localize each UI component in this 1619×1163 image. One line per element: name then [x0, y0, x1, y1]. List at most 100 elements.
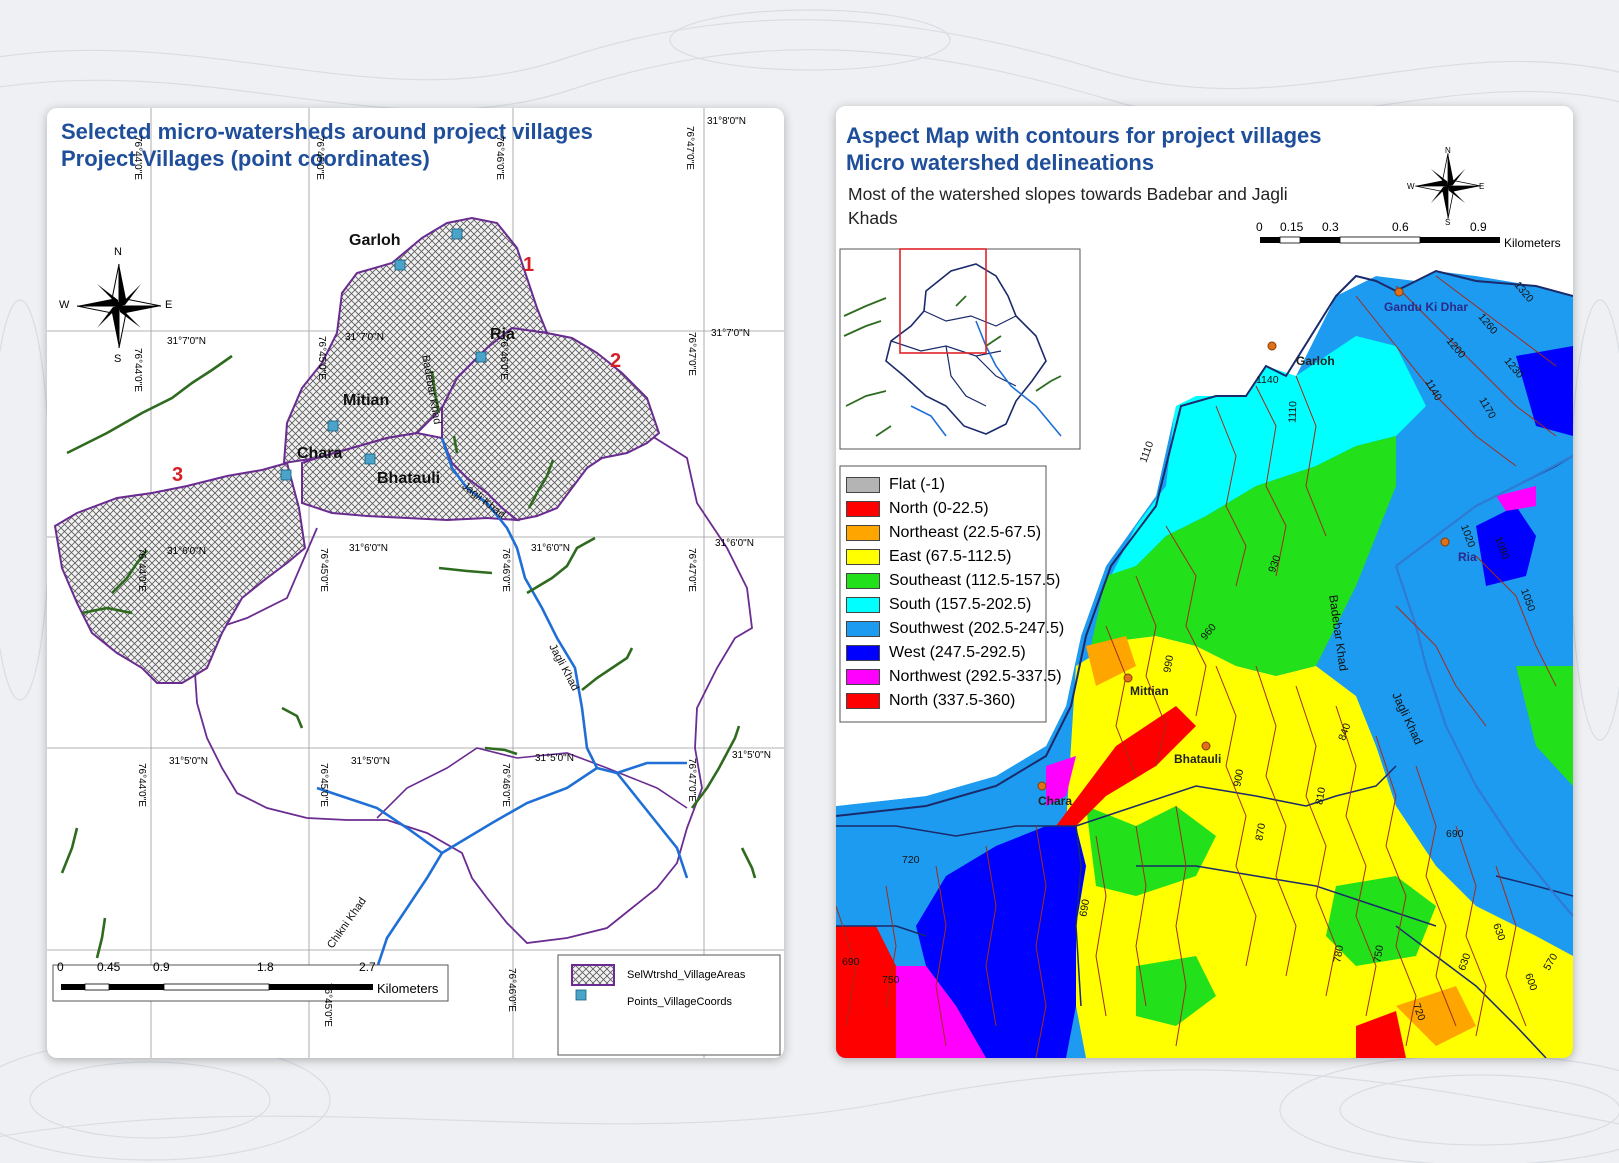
watershed-2-area [441, 326, 661, 522]
coord-label: 31°7'0"N [345, 332, 384, 343]
legend-swatch [846, 621, 880, 637]
compass-east-label: E [165, 299, 173, 311]
coord-label: 76°44'0"E [132, 348, 143, 392]
scale-unit: Kilometers [377, 981, 439, 996]
watershed-bhatauli-area [301, 431, 521, 522]
legend-points-label: Points_VillageCoords [627, 996, 732, 1008]
village-label-bhatauli: Bhatauli [377, 470, 441, 487]
legend-swatch [846, 501, 880, 517]
coord-label: 76°46'0"E [500, 548, 511, 592]
legend-swatch [846, 573, 880, 589]
scale-tick: 0.9 [1470, 220, 1487, 234]
scale-tick: 0 [1256, 220, 1263, 234]
coord-label: 31°5'0"N [351, 756, 390, 767]
watershed-map-panel: Selected micro-watersheds around project… [47, 108, 784, 1058]
aspect-map-panel: Aspect Map with contours for project vil… [836, 106, 1573, 1058]
compass-west-label: W [59, 299, 70, 311]
coord-label: 76°47'0"E [684, 126, 695, 170]
contour-lines [836, 275, 1557, 1058]
legend-swatch [846, 693, 880, 709]
coord-label: 76°47'0"E [686, 548, 697, 592]
scale-tick: 0.9 [153, 960, 170, 974]
legend-areas-label: SelWtrshd_VillageAreas [627, 969, 746, 981]
coord-label: 31°6'0"N [715, 538, 754, 549]
legend-label: Northeast (22.5-67.5) [889, 524, 1042, 541]
coord-label: 31°6'0"N [349, 543, 388, 554]
aspect-map-note: Most of the watershed slopes towards Bad… [848, 184, 1288, 228]
village-label-ria: Ria [490, 326, 515, 343]
scale-tick: 0.6 [1392, 220, 1409, 234]
village-label-chara: Chara [297, 445, 343, 462]
watershed-boundary-outer [194, 432, 753, 944]
compass-south-label: S [114, 353, 122, 365]
legend-row-flat: Flat (-1) [846, 476, 945, 494]
scale-tick: 0.3 [1322, 220, 1339, 234]
legend-row-northwest: Northwest (292.5-337.5) [846, 668, 1062, 686]
village-label-mittian: Mittian [1130, 684, 1169, 698]
village-label-chara: Chara [1038, 794, 1073, 808]
watershed-number-2: 2 [610, 350, 622, 372]
watershed-3-area [53, 461, 307, 684]
coord-label: 31°5'0"N [535, 753, 574, 764]
north-arrow [76, 263, 162, 349]
legend-swatch [846, 549, 880, 565]
compass-east-label: E [1479, 182, 1485, 191]
scale-unit: Kilometers [1504, 236, 1561, 250]
coord-label: 31°5'0"N [732, 750, 771, 761]
aspect-scale-bar [1260, 236, 1500, 244]
village-label-garloh: Garloh [349, 232, 401, 249]
legend-row-south: South (157.5-202.5) [846, 596, 1031, 614]
village-label-gandu-ki-dhar: Gandu Ki Dhar [1384, 300, 1469, 314]
coord-label: 76°44'0"E [132, 136, 143, 180]
legend-row-east: East (67.5-112.5) [846, 548, 1011, 566]
legend-label: South (157.5-202.5) [889, 596, 1032, 613]
legend-swatch [846, 597, 880, 613]
coord-label: 76°44'0"E [136, 763, 147, 807]
coord-label: 76°45'0"E [318, 763, 329, 807]
coord-label: 76°46'0"E [494, 136, 505, 180]
aspect-streams [1394, 455, 1573, 917]
coord-label: 76°45'0"E [318, 548, 329, 592]
legend-swatch [846, 669, 880, 685]
map-subtitle: Project Villages (point coordinates) [61, 146, 430, 171]
legend-area-swatch [571, 964, 615, 986]
compass-north-label: N [1445, 146, 1451, 155]
coord-label: 31°6'0"N [167, 546, 206, 557]
coord-label: 31°7'0"N [711, 328, 750, 339]
village-label-mitian: Mitian [343, 392, 390, 409]
coord-label: 31°7'0"N [167, 336, 206, 347]
legend-swatch [846, 645, 880, 661]
compass-west-label: W [1407, 182, 1415, 191]
coord-label: 76°45'0"E [322, 983, 333, 1027]
scale-tick: 0 [57, 960, 64, 974]
aspect-map-title: Aspect Map with contours for project vil… [846, 123, 1322, 148]
watershed-inner-boundary [376, 747, 688, 819]
legend-row-north: North (0-22.5) [846, 500, 989, 518]
scale-bar-frame [52, 964, 449, 1002]
watershed-map-canvas [47, 108, 784, 1058]
legend-swatch [846, 525, 880, 541]
legend-label: Northwest (292.5-337.5) [889, 668, 1062, 685]
contour-label: 720 [902, 854, 920, 866]
coord-label: 31°6'0"N [531, 543, 570, 554]
aspect-map-canvas [836, 106, 1573, 1058]
legend-row-west: West (247.5-292.5) [846, 644, 1026, 662]
contour-label: 1110 [1286, 400, 1300, 424]
aspect-north-arrow [1415, 153, 1481, 219]
contour-label: 750 [882, 974, 900, 986]
scale-tick: 0.15 [1280, 220, 1304, 234]
scale-bar [61, 983, 373, 991]
compass-north-label: N [114, 246, 122, 258]
legend-label: Flat (-1) [889, 476, 945, 493]
map-title: Selected micro-watersheds around project… [61, 119, 593, 144]
coord-label: 76°47'0"E [686, 758, 697, 802]
legend-row-northeast: Northeast (22.5-67.5) [846, 524, 1041, 542]
coord-label: 31°5'0"N [169, 756, 208, 767]
coord-label: 76°46'0"E [500, 763, 511, 807]
aspect-village-points [1037, 287, 1450, 791]
coord-label: 76°44'0"E [136, 548, 147, 592]
aspect-map-subtitle: Micro watershed delineations [846, 150, 1155, 175]
legend-label: North (0-22.5) [889, 500, 989, 517]
inset-map [839, 248, 1081, 450]
